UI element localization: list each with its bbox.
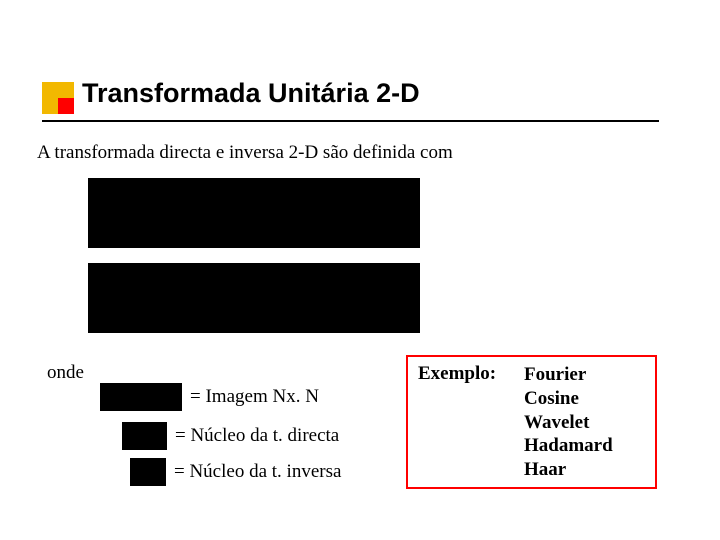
definition-row-inverse: = Núcleo da t. inversa [130, 458, 341, 486]
slide-title: Transformada Unitária 2-D [82, 78, 420, 109]
definition-label-image: = Imagem Nx. N [190, 386, 319, 408]
formula-inverse-box [88, 263, 420, 333]
exemplo-item: Wavelet [524, 411, 613, 435]
exemplo-box: Exemplo: Fourier Cosine Wavelet Hadamard… [406, 355, 657, 489]
exemplo-item: Haar [524, 458, 613, 482]
intro-text: A transformada directa e inversa 2-D são… [37, 142, 453, 164]
exemplo-item: Cosine [524, 387, 613, 411]
definition-symbol-box-2 [122, 422, 167, 450]
bullet-inner-square [58, 98, 74, 114]
formula-direct-box [88, 178, 420, 248]
definition-row-direct: = Núcleo da t. directa [122, 422, 339, 450]
exemplo-item: Hadamard [524, 434, 613, 458]
exemplo-label: Exemplo: [418, 363, 496, 385]
title-bullet-icon [42, 82, 74, 114]
definition-symbol-box-1 [100, 383, 182, 411]
exemplo-item: Fourier [524, 363, 613, 387]
exemplo-list: Fourier Cosine Wavelet Hadamard Haar [524, 363, 613, 482]
definition-symbol-box-3 [130, 458, 166, 486]
definition-label-direct: = Núcleo da t. directa [175, 425, 339, 447]
onde-label: onde [47, 362, 84, 384]
definition-row-image: = Imagem Nx. N [100, 383, 319, 411]
slide: Transformada Unitária 2-D A transformada… [0, 0, 720, 540]
title-underline [42, 120, 659, 122]
definition-label-inverse: = Núcleo da t. inversa [174, 461, 341, 483]
